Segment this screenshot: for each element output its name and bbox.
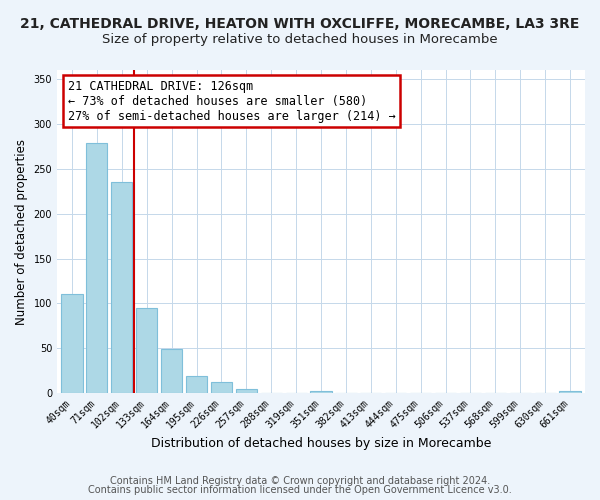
X-axis label: Distribution of detached houses by size in Morecambe: Distribution of detached houses by size … xyxy=(151,437,491,450)
Text: Contains public sector information licensed under the Open Government Licence v3: Contains public sector information licen… xyxy=(88,485,512,495)
Bar xyxy=(111,182,133,393)
Y-axis label: Number of detached properties: Number of detached properties xyxy=(15,138,28,324)
Bar xyxy=(86,142,107,393)
Bar xyxy=(136,308,157,393)
Bar xyxy=(211,382,232,393)
Text: 21 CATHEDRAL DRIVE: 126sqm
← 73% of detached houses are smaller (580)
27% of sem: 21 CATHEDRAL DRIVE: 126sqm ← 73% of deta… xyxy=(68,80,395,122)
Text: Size of property relative to detached houses in Morecambe: Size of property relative to detached ho… xyxy=(102,32,498,46)
Bar xyxy=(559,392,581,393)
Bar xyxy=(161,349,182,393)
Bar xyxy=(61,294,83,393)
Text: 21, CATHEDRAL DRIVE, HEATON WITH OXCLIFFE, MORECAMBE, LA3 3RE: 21, CATHEDRAL DRIVE, HEATON WITH OXCLIFF… xyxy=(20,18,580,32)
Text: Contains HM Land Registry data © Crown copyright and database right 2024.: Contains HM Land Registry data © Crown c… xyxy=(110,476,490,486)
Bar xyxy=(310,392,332,393)
Bar xyxy=(236,388,257,393)
Bar xyxy=(186,376,207,393)
